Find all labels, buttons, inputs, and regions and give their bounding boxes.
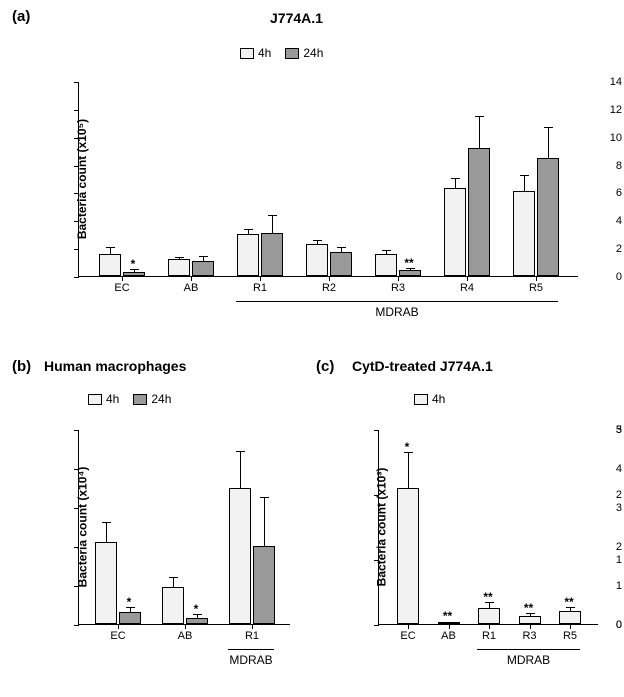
chart-c: ECABR1R3R5Bacteria count (x10³)0123*****… [0,0,624,697]
y-tick-label: 0 [370,619,622,631]
x-tick-label: EC [400,630,415,642]
y-tick-label: 3 [370,424,622,436]
x-tick-label: AB [441,630,456,642]
significance-marker: ** [443,609,452,623]
group-line [477,649,580,650]
significance-marker: ** [483,590,492,604]
y-axis-label: Bacteria count (x10³) [374,467,388,586]
y-tick-label: 1 [370,554,622,566]
x-tick-label: R5 [563,630,577,642]
significance-marker: ** [564,595,573,609]
x-tick-label: R1 [482,630,496,642]
significance-marker: ** [524,601,533,615]
y-tick-label: 2 [370,489,622,501]
error-bar [408,453,409,487]
significance-marker: * [405,440,410,454]
group-label: MDRAB [507,653,550,667]
x-tick-label: R3 [522,630,536,642]
